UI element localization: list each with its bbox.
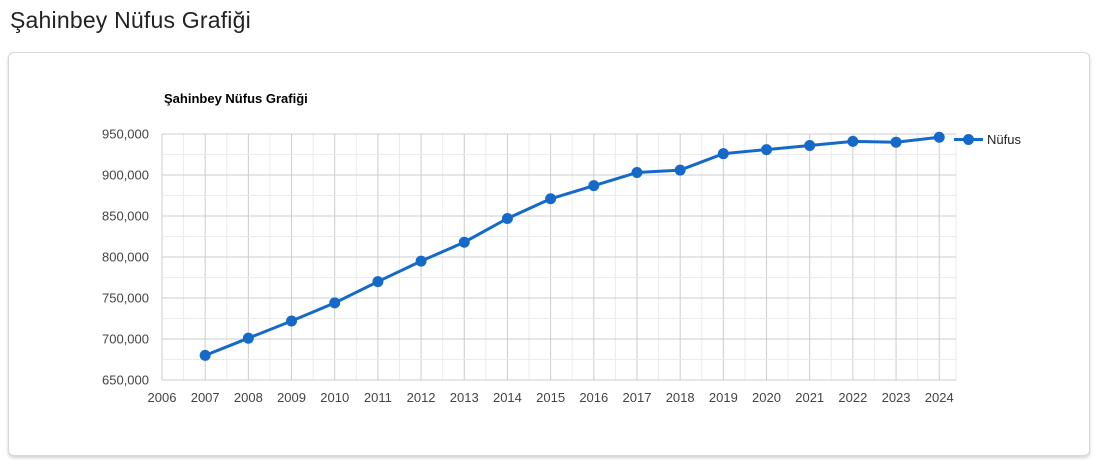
legend-label: Nüfus xyxy=(987,132,1021,147)
page-title: Şahinbey Nüfus Grafiği xyxy=(10,7,251,33)
data-point[interactable] xyxy=(545,193,557,205)
x-tick-label: 2013 xyxy=(450,390,479,405)
y-tick-label: 850,000 xyxy=(102,209,149,224)
data-point[interactable] xyxy=(631,167,643,179)
x-tick-label: 2006 xyxy=(148,390,177,405)
y-tick-label: 700,000 xyxy=(102,332,149,347)
series-line xyxy=(204,135,940,357)
x-tick-label: 2011 xyxy=(364,390,392,405)
data-point[interactable] xyxy=(761,144,773,156)
data-point[interactable] xyxy=(717,148,729,160)
x-tick-label: 2010 xyxy=(320,390,349,405)
x-tick-label: 2009 xyxy=(277,390,306,405)
data-point[interactable] xyxy=(890,136,902,148)
data-point[interactable] xyxy=(242,332,254,344)
chart-card: Şahinbey Nüfus Grafiği 650,000 700,000 750… xyxy=(8,52,1090,456)
x-tick-label: 2016 xyxy=(579,390,608,405)
x-tick-label: 2007 xyxy=(191,390,220,405)
y-tick-label: 650,000 xyxy=(102,373,149,388)
x-tick-label: 2024 xyxy=(925,390,954,405)
data-point[interactable] xyxy=(501,212,513,224)
x-tick-label: 2022 xyxy=(838,390,867,405)
data-point[interactable] xyxy=(458,236,470,248)
x-tick-label: 2023 xyxy=(882,390,911,405)
data-point[interactable] xyxy=(804,139,816,151)
x-tick-label: 2021 xyxy=(795,390,824,405)
data-point[interactable] xyxy=(329,297,341,309)
chart-title: Şahinbey Nüfus Grafiği xyxy=(164,91,308,106)
data-point[interactable] xyxy=(286,315,298,327)
x-tick-label: 2008 xyxy=(234,390,263,405)
x-tick-label: 2020 xyxy=(752,390,781,405)
data-point[interactable] xyxy=(588,180,600,192)
x-tick-label: 2012 xyxy=(407,390,436,405)
data-point[interactable] xyxy=(415,255,427,267)
y-tick-label: 800,000 xyxy=(102,250,149,265)
x-tick-label: 2018 xyxy=(666,390,695,405)
x-tick-label: 2014 xyxy=(493,390,522,405)
population-line-chart: 650,000 700,000 750,000 800,000 850,000 900,0… xyxy=(102,127,1021,406)
data-point[interactable] xyxy=(199,349,211,361)
x-tick-label: 2019 xyxy=(709,390,738,405)
data-point[interactable] xyxy=(372,276,384,288)
x-tick-label: 2017 xyxy=(623,390,652,405)
data-point[interactable] xyxy=(674,164,686,176)
legend-marker-dot xyxy=(963,134,974,145)
data-point[interactable] xyxy=(933,131,945,143)
y-tick-label: 750,000 xyxy=(102,291,149,306)
y-tick-label: 900,000 xyxy=(102,168,149,183)
x-tick-label: 2015 xyxy=(536,390,565,405)
data-point[interactable] xyxy=(847,135,859,147)
y-tick-label: 950,000 xyxy=(102,127,149,142)
